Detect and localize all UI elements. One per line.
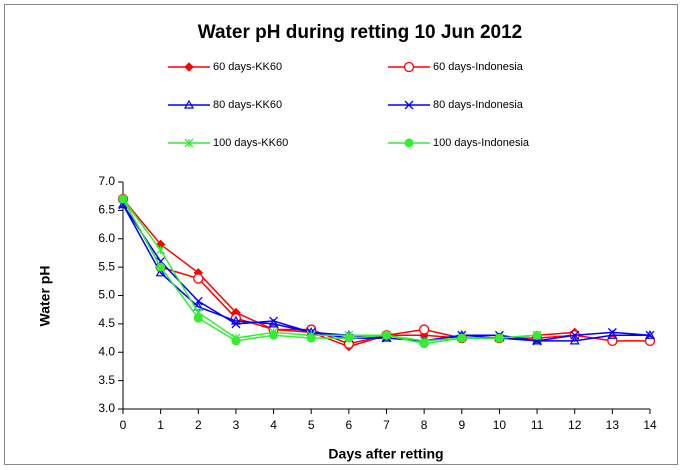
marker	[193, 273, 204, 284]
x-tick-label: 7	[383, 418, 390, 432]
x-axis-title: Days after retting	[328, 446, 443, 462]
x-tick-label: 3	[233, 418, 240, 432]
marker	[156, 262, 166, 272]
y-tick-label: 6.5	[98, 203, 115, 217]
y-tick-label: 3.0	[98, 401, 115, 415]
marker	[231, 336, 241, 346]
x-tick-label: 12	[568, 418, 582, 432]
y-tick-label: 7.0	[98, 174, 115, 188]
marker	[569, 335, 580, 345]
y-tick-label: 5.5	[98, 259, 115, 273]
legend-label: 100 days-Indonesia	[433, 137, 530, 149]
legend-label: 100 days-KK60	[213, 137, 288, 149]
marker	[645, 330, 655, 340]
marker	[570, 330, 580, 340]
marker	[118, 194, 128, 204]
marker	[184, 62, 194, 72]
marker	[607, 327, 617, 337]
marker	[457, 333, 467, 343]
marker	[183, 99, 195, 109]
marker	[532, 330, 542, 340]
x-tick-label: 4	[270, 418, 277, 432]
marker	[269, 316, 279, 326]
y-tick-label: 5.0	[98, 288, 115, 302]
chart-title: Water pH during retting 10 Jun 2012	[198, 22, 522, 43]
y-tick-label: 6.0	[98, 231, 115, 245]
series-line	[122, 198, 538, 345]
marker	[403, 61, 415, 73]
x-tick-label: 11	[531, 418, 544, 432]
x-tick-label: 8	[421, 418, 428, 432]
y-tick-label: 4.5	[98, 316, 115, 330]
marker	[418, 324, 430, 335]
legend-label: 80 days-KK60	[213, 99, 282, 111]
legend-label: 80 days-Indonesia	[433, 99, 524, 111]
x-tick-label: 14	[643, 418, 657, 432]
marker	[184, 138, 194, 148]
marker	[382, 330, 391, 340]
y-axis-title: Water pH	[37, 266, 53, 327]
x-tick-label: 6	[346, 418, 353, 432]
legend-label: 60 days-Indonesia	[433, 61, 524, 73]
x-tick-label: 5	[308, 418, 315, 432]
marker	[193, 296, 203, 306]
marker	[404, 138, 414, 148]
x-tick-label: 2	[195, 418, 202, 432]
legend-label: 60 days-KK60	[213, 61, 282, 73]
marker	[193, 313, 203, 323]
y-tick-label: 3.5	[98, 373, 115, 387]
x-tick-label: 9	[458, 418, 465, 432]
marker	[494, 333, 504, 343]
marker	[404, 100, 414, 110]
marker	[231, 319, 241, 329]
x-tick-label: 10	[493, 418, 507, 432]
marker	[155, 267, 166, 277]
y-tick-label: 4.0	[98, 344, 115, 358]
marker	[306, 333, 316, 343]
chart-border	[4, 4, 678, 465]
x-tick-label: 1	[157, 418, 164, 432]
x-tick-label: 0	[120, 418, 127, 432]
marker	[117, 199, 129, 209]
marker	[156, 245, 166, 255]
marker	[344, 333, 354, 343]
x-tick-label: 13	[606, 418, 620, 432]
marker	[419, 339, 429, 349]
marker	[269, 330, 279, 340]
